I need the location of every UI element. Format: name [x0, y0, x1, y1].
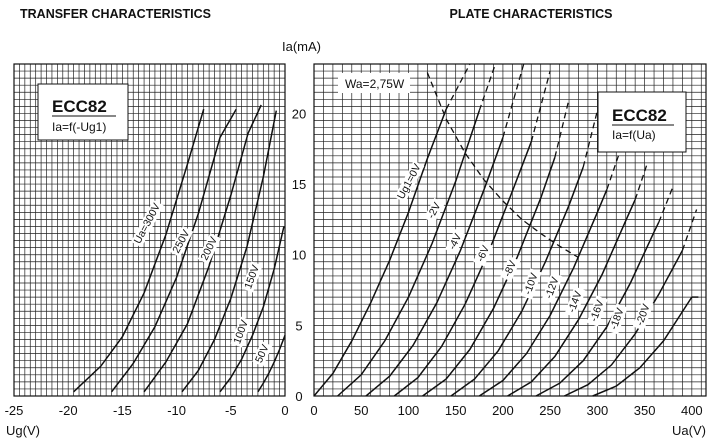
plate-series-label-bg: [444, 228, 466, 255]
transfer-curve-6: [257, 335, 286, 393]
plate-annotation-wa: Wa=2,75W: [345, 77, 405, 91]
plate-series-label: -18V: [608, 306, 627, 331]
transfer-x-tick-label: -20: [59, 403, 78, 418]
transfer-series-label-group: 200V: [197, 233, 222, 265]
plate-series-label-group: -10V: [520, 268, 542, 300]
plate-curve-10: [563, 250, 684, 397]
plate-y-axis-label: Ia(mA): [282, 39, 321, 54]
transfer-x-tick-label: 0: [281, 403, 288, 418]
plate-series-label-bg: [394, 160, 425, 203]
plate-dashed-extension: [582, 110, 599, 168]
transfer-curve-2: [111, 108, 237, 393]
plate-series-label-bg: [606, 303, 628, 335]
plate-x-tick-label: 50: [354, 403, 368, 418]
transfer-frame: [13, 63, 286, 397]
transfer-series-label-bg: [241, 261, 263, 293]
plate-annotation-bg: [338, 73, 410, 93]
plate-x-tick-label: 400: [681, 403, 703, 418]
transfer-legend-title: ECC82: [52, 97, 107, 116]
plate-series-label-bg: [541, 272, 563, 304]
plate-series-label-bg: [423, 197, 445, 224]
transfer-series-label-bg: [197, 233, 222, 265]
plate-series-label-bg: [586, 295, 608, 327]
transfer-curve-5: [219, 226, 285, 393]
plate-legend-box: [597, 91, 687, 153]
plate-dashed-extension: [681, 209, 698, 251]
plate-y-tick-label: 10: [292, 248, 306, 263]
plate-x-tick-label: 200: [492, 403, 514, 418]
plate-series-label-group: -4V: [444, 228, 466, 255]
transfer-series-label-group: 150V: [241, 261, 263, 293]
plate-y-tick-label: 15: [292, 177, 306, 192]
transfer-series-label-group: 250V: [169, 226, 194, 258]
plate-dashed-extension: [478, 63, 497, 111]
transfer-x-tick-label: -10: [167, 403, 186, 418]
transfer-series-label-bg: [230, 316, 252, 348]
transfer-series-label-bg: [252, 341, 273, 367]
plate-dashed-extension: [634, 165, 648, 200]
plate-curve-2: [337, 110, 481, 397]
plate-series-label: -14V: [566, 289, 585, 314]
plate-curve-6: [450, 166, 584, 397]
plate-curve-7: [478, 189, 608, 397]
plate-dashed-extension: [502, 63, 525, 138]
transfer-legend-box: [37, 83, 129, 141]
plate-y-tick-label: 5: [295, 318, 302, 333]
plate-x-tick-label: 300: [587, 403, 609, 418]
transfer-characteristics-chart: -25 -20 -15 -10 -5 0 Ug(V) Ua=300V 250V 200V 150V 1…: [5, 63, 289, 438]
plate-x-tick-label: 350: [634, 403, 656, 418]
plate-x-tick-label: 100: [398, 403, 420, 418]
plate-x-tick-label: 150: [445, 403, 467, 418]
transfer-curve-1: [73, 108, 205, 393]
transfer-series-label-bg: [130, 199, 164, 248]
plate-curve-3: [365, 137, 504, 397]
plate-curve-4: [393, 141, 533, 397]
plate-dashed-extension: [530, 70, 551, 142]
plate-series-label: -20V: [634, 302, 653, 327]
transfer-series-label: 200V: [199, 235, 221, 262]
transfer-series-label: 100V: [231, 318, 251, 345]
transfer-x-axis-label: Ug(V): [6, 423, 40, 438]
transfer-legend-subtitle: Ia=f(-Ug1): [52, 120, 106, 134]
plate-characteristics-chart: 0 50 100 150 200 250 300 350 400 0 5 10 15 20 Ua(V) Ia(…: [282, 39, 707, 438]
transfer-series-label-group: Ua=300V: [130, 199, 164, 248]
plate-curve-11: [592, 296, 693, 397]
plate-x-axis-label: Ua(V): [672, 423, 706, 438]
transfer-series-label-bg: [169, 226, 194, 258]
plate-curve-9: [535, 221, 660, 397]
transfer-curve-3: [143, 104, 262, 393]
plate-dashed-extension: [445, 63, 471, 110]
plate-curve-5: [422, 156, 556, 397]
plate-series-label-group: -6V: [473, 241, 494, 267]
plate-x-tick-label: 250: [539, 403, 561, 418]
plate-chart-title: PLATE CHARACTERISTICS: [450, 7, 613, 21]
plate-x-tick-label: 0: [310, 403, 317, 418]
transfer-series-label: 150V: [242, 263, 262, 290]
plate-series-label-bg: [632, 299, 654, 331]
plate-frame: [313, 63, 707, 397]
transfer-x-tick-label: -5: [225, 403, 237, 418]
plate-series-label-bg: [564, 286, 586, 318]
plate-curve-8: [507, 199, 636, 397]
plate-y-tick-label: 0: [295, 389, 302, 404]
plate-series-label-bg: [473, 241, 494, 267]
plate-series-label-group: -18V: [606, 303, 628, 335]
plate-series-label: -10V: [522, 271, 541, 296]
plate-series-label-bg: [520, 268, 542, 300]
plate-series-label-bg: [500, 256, 521, 282]
transfer-x-tick-label: -25: [5, 403, 24, 418]
plate-legend-title: ECC82: [612, 106, 667, 125]
transfer-x-tick-label: -15: [113, 403, 132, 418]
plate-curve-1: [313, 108, 447, 397]
plate-legend-subtitle: Ia=f(Ua): [612, 128, 656, 142]
transfer-chart-title: TRANSFER CHARACTERISTICS: [20, 7, 211, 21]
transfer-curve-4: [181, 110, 278, 393]
plate-y-tick-label: 20: [292, 106, 306, 121]
plate-dashed-extension: [658, 186, 674, 223]
transfer-series-label: Ua=300V: [132, 201, 163, 246]
